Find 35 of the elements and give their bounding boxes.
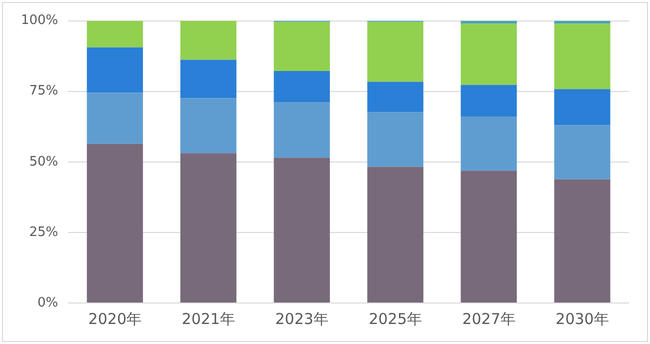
bar [86,92,143,144]
bar [554,89,610,126]
x-tick-label: 2027年 [462,310,516,328]
x-tick-label: 2021年 [182,310,235,328]
bar [180,98,236,154]
y-tick-label: 100% [20,13,58,28]
bar [86,144,143,302]
bar [180,20,236,60]
bar [460,170,517,302]
y-tick-label: 50% [29,154,58,170]
x-tick-label: 2025年 [368,310,422,328]
bar [86,47,143,93]
bar [367,82,424,112]
bar [180,153,236,302]
bar [274,71,330,102]
bar [86,20,143,48]
x-tick-label: 2023年 [275,310,328,328]
x-tick-label: 2020年 [88,310,142,328]
y-tick-label: 25% [29,224,58,240]
x-tick-label: 2030年 [556,310,609,328]
y-tick-label: 75% [29,84,58,99]
bar [274,102,330,158]
bar [460,84,517,116]
bar [554,24,610,90]
bar [554,179,610,302]
bar [367,22,424,82]
bar [367,166,424,302]
bar [274,22,330,72]
y-tick-label: 0% [38,295,58,310]
bar [274,158,330,302]
bar [460,24,517,85]
bar [554,125,610,180]
bar [460,116,517,171]
bar [367,112,424,167]
bar [180,60,236,98]
